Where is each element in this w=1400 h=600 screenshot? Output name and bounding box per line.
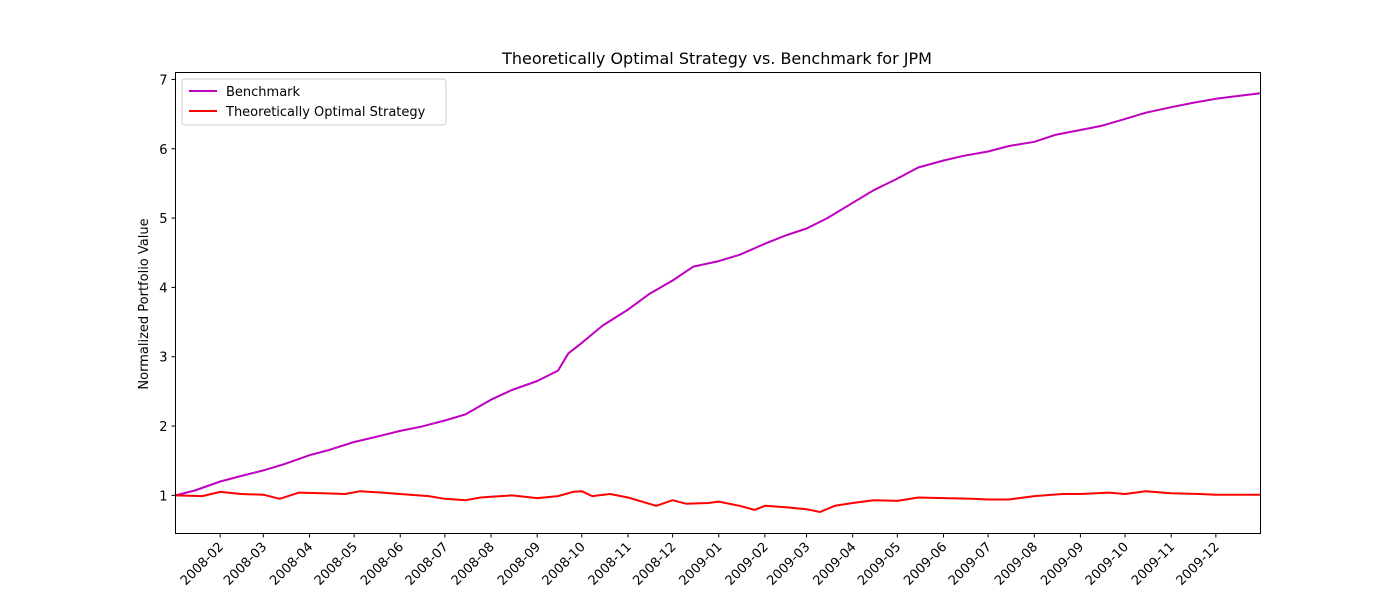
- x-tick-label: 2008-04: [267, 540, 316, 589]
- y-tick-label: 3: [159, 351, 167, 366]
- x-tick-label: 2008-12: [630, 540, 679, 589]
- series-layer: [175, 92, 1261, 513]
- y-axis-label: Normalized Portfolio Value: [137, 218, 152, 389]
- x-tick-label: 2008-08: [449, 540, 498, 589]
- x-tick-label: 2008-05: [312, 540, 361, 589]
- x-tick-label: 2009-02: [723, 540, 772, 589]
- x-tick-label: 2009-12: [1174, 540, 1223, 589]
- x-tick-label: 2008-09: [495, 540, 544, 589]
- x-tick-label: 2008-10: [540, 540, 589, 589]
- x-tick-label: 2009-06: [901, 540, 950, 589]
- y-tick-label: 5: [159, 212, 167, 227]
- y-tick-label: 1: [159, 489, 167, 504]
- x-tick-label: 2009-08: [992, 540, 1041, 589]
- x-tick-label: 2009-01: [677, 540, 726, 589]
- plot-frame: [175, 72, 1261, 534]
- legend: Benchmark Theoretically Optimal Strategy: [181, 78, 447, 126]
- y-tick-label: 6: [159, 143, 167, 158]
- legend-label-strategy: Theoretically Optimal Strategy: [225, 105, 426, 120]
- legend-box: [181, 78, 447, 126]
- chart-title: Theoretically Optimal Strategy vs. Bench…: [501, 49, 932, 68]
- x-tick-label: 2009-09: [1038, 540, 1087, 589]
- y-tick-label: 2: [159, 420, 167, 435]
- series-line-theoretically-optimal-strategy: [175, 490, 1261, 513]
- x-tick-label: 2009-03: [764, 540, 813, 589]
- x-tick-label: 2009-05: [855, 540, 904, 589]
- x-tick-label: 2008-07: [403, 540, 452, 589]
- x-tick-label: 2009-10: [1083, 540, 1132, 589]
- y-tick-label: 4: [159, 281, 167, 296]
- x-tick-label: 2008-02: [178, 540, 227, 589]
- x-tick-label: 2009-04: [811, 540, 860, 589]
- x-tick-label: 2009-11: [1129, 540, 1178, 589]
- x-tick-label: 2008-11: [586, 540, 635, 589]
- x-tick-label: 2008-03: [221, 540, 270, 589]
- series-line-benchmark: [175, 92, 1261, 497]
- legend-label-benchmark: Benchmark: [226, 85, 301, 100]
- x-tick-label: 2009-07: [946, 540, 995, 589]
- y-tick-label: 7: [159, 73, 167, 88]
- axes-layer: 12345672008-022008-032008-042008-052008-…: [159, 73, 1222, 588]
- x-tick-label: 2008-06: [358, 540, 407, 589]
